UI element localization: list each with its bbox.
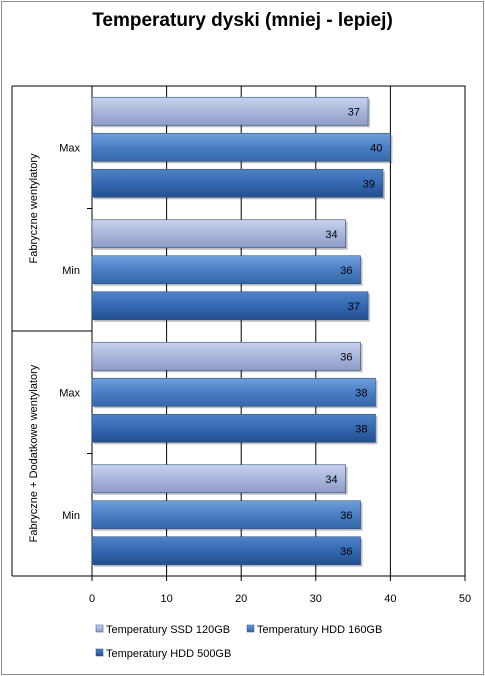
x-tick-label: 40 <box>384 593 396 605</box>
bar <box>91 96 369 126</box>
category-label: Min <box>62 265 80 277</box>
group-label: Fabryczne wentylatory <box>28 153 40 264</box>
bar-value-label: 40 <box>370 142 382 154</box>
bar-value-label: 38 <box>355 387 367 399</box>
bar <box>91 377 376 407</box>
x-tick-label: 10 <box>160 593 172 605</box>
category-label: Max <box>59 387 80 399</box>
legend-swatch <box>95 648 104 657</box>
bar <box>91 464 346 494</box>
bar <box>91 168 384 198</box>
bar <box>91 255 361 285</box>
bar-value-label: 37 <box>348 301 360 313</box>
bar <box>91 413 376 443</box>
category-label: Max <box>59 142 80 154</box>
chart-title: Temperatury dyski (mniej - lepiej) <box>92 10 393 31</box>
legend-label: Temperatury HDD 500GB <box>106 648 231 660</box>
bar-value-label: 34 <box>325 474 337 486</box>
legend-swatch <box>246 624 255 633</box>
bar <box>91 500 361 530</box>
bar-value-label: 36 <box>340 510 352 522</box>
bar-value-label: 36 <box>340 351 352 363</box>
bar <box>91 291 369 321</box>
bar <box>91 132 391 162</box>
bar <box>91 341 361 371</box>
bar-value-label: 36 <box>340 265 352 277</box>
bar <box>91 219 346 249</box>
bar <box>91 536 361 566</box>
x-tick-label: 50 <box>459 593 471 605</box>
category-label: Min <box>62 510 80 522</box>
group-label: Fabryczne + Dodatkowe wentylatory <box>28 364 40 542</box>
bar-value-label: 38 <box>355 423 367 435</box>
x-tick-label: 0 <box>89 593 95 605</box>
legend-swatch <box>95 624 104 633</box>
legend-label: Temperatury HDD 160GB <box>257 624 382 636</box>
bar-value-label: 37 <box>348 106 360 118</box>
bar-value-label: 39 <box>363 178 375 190</box>
bar-value-label: 36 <box>340 546 352 558</box>
x-tick-label: 30 <box>310 593 322 605</box>
x-tick-label: 20 <box>235 593 247 605</box>
legend-label: Temperatury SSD 120GB <box>106 624 230 636</box>
bar-value-label: 34 <box>325 229 337 241</box>
